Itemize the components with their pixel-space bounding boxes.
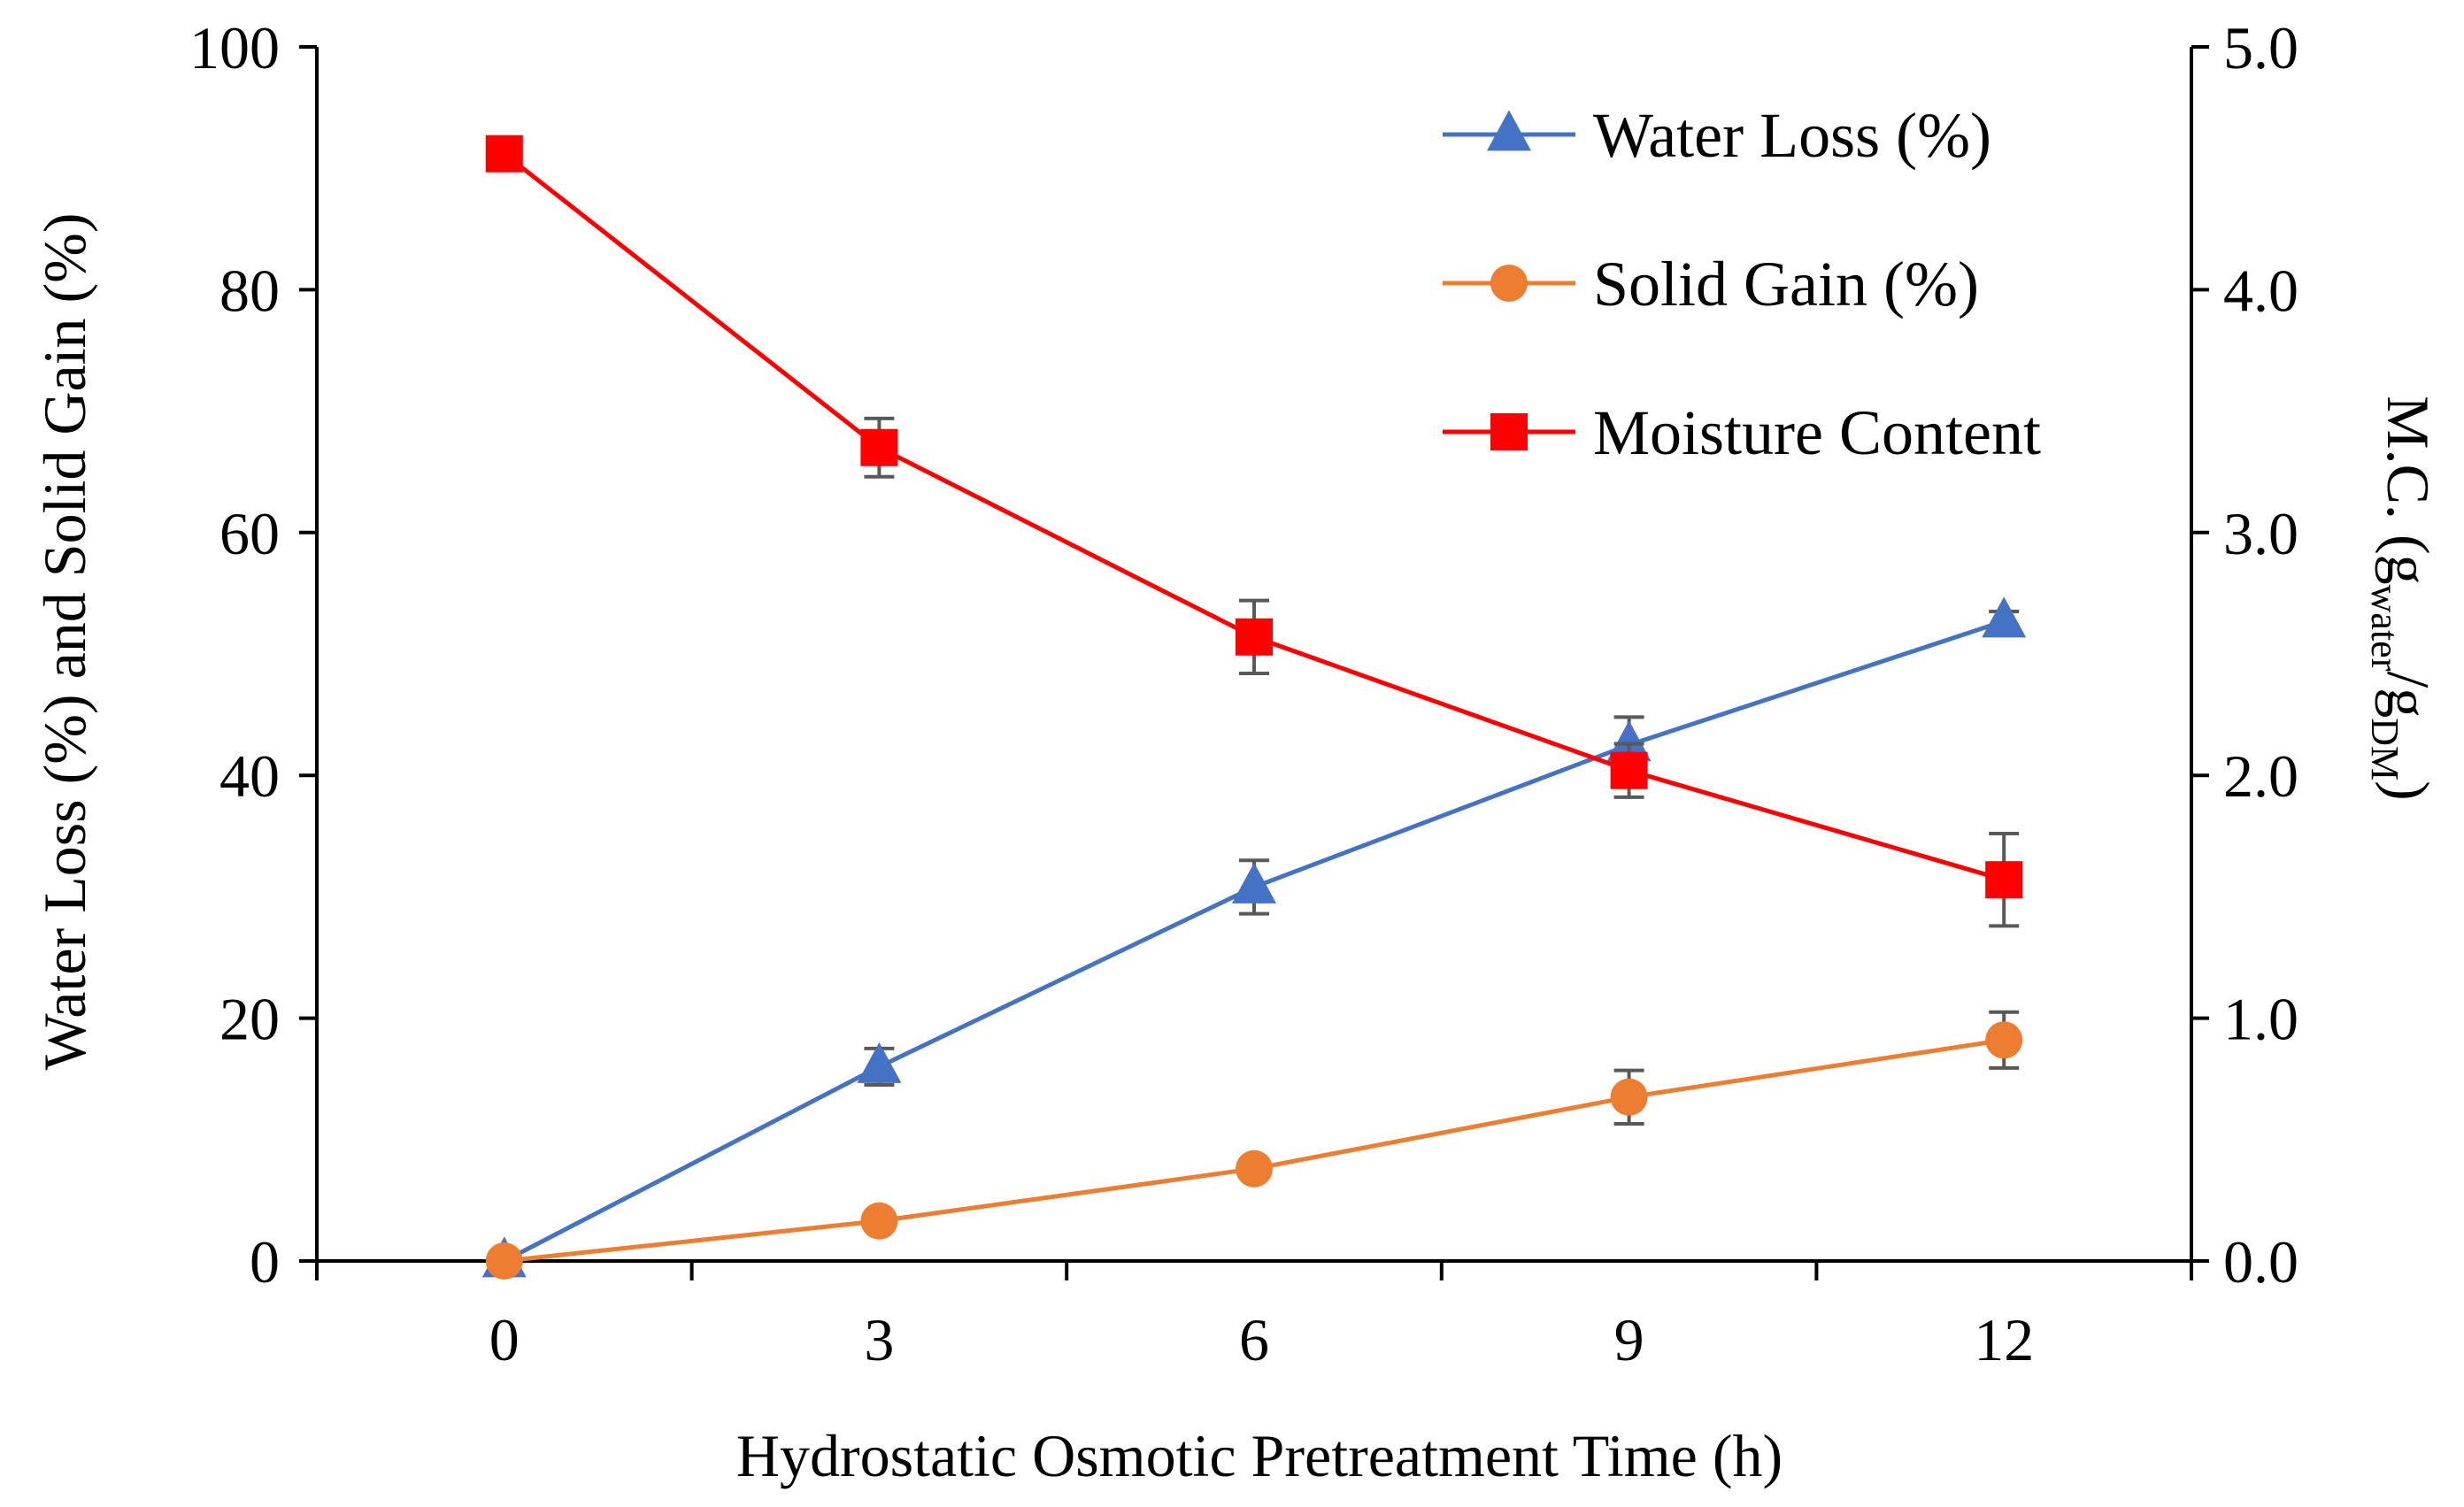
y2-tick-label: 3.0 xyxy=(2223,500,2298,567)
y2-title-close: ) xyxy=(2375,780,2442,801)
x-axis-title: Hydrostatic Osmotic Pretreatment Time (h… xyxy=(736,1422,1783,1489)
y-tick-label: 80 xyxy=(219,257,280,324)
legend-item: Moisture Content xyxy=(1443,397,2041,468)
square-marker xyxy=(1236,618,1273,656)
y2-tick-label: 0.0 xyxy=(2223,1228,2298,1296)
series-water-loss xyxy=(481,596,2027,1278)
circle-marker xyxy=(1985,1021,2023,1059)
triangle-marker xyxy=(857,1042,902,1083)
circle-marker xyxy=(860,1202,898,1240)
x-tick-label: 0 xyxy=(489,1306,520,1373)
square-marker xyxy=(1610,751,1648,789)
legend: Water Loss (%) Solid Gain (%) Moisture Con… xyxy=(1443,100,2041,468)
triangle-marker xyxy=(1606,720,1652,762)
circle-marker xyxy=(485,1242,523,1280)
y-tick-label: 40 xyxy=(219,742,280,810)
y-tick-label: 60 xyxy=(219,500,280,567)
legend-item: Solid Gain (%) xyxy=(1443,249,1979,319)
y-axis-left: 0 20 40 60 80 100 xyxy=(189,14,317,1296)
square-marker xyxy=(485,135,523,173)
y-tick-label: 0 xyxy=(250,1228,280,1296)
series-layer xyxy=(481,135,2027,1280)
series-solid-gain xyxy=(485,1010,2023,1280)
circle-marker xyxy=(1490,265,1528,302)
y-axis-right: 0.0 1.0 2.0 3.0 4.0 5.0 xyxy=(2191,14,2298,1296)
legend-item: Water Loss (%) xyxy=(1443,100,1991,171)
x-tick-label: 6 xyxy=(1239,1306,1269,1373)
y2-tick-label: 5.0 xyxy=(2223,14,2298,81)
triangle-marker xyxy=(1487,110,1531,151)
y2-title-slash: /g xyxy=(2375,671,2442,718)
series-moisture-content xyxy=(485,135,2023,928)
y-tick-label: 20 xyxy=(219,986,280,1053)
y2-tick-label: 4.0 xyxy=(2223,257,2298,324)
x-axis: 0 3 6 9 12 xyxy=(315,1261,2193,1373)
y2-title-main: M.C. (g xyxy=(2375,396,2442,584)
y-axis-title: Water Loss (%) and Solid Gain (%) xyxy=(31,213,98,1071)
circle-marker xyxy=(1236,1149,1273,1188)
square-marker xyxy=(860,428,898,466)
y-tick-label: 100 xyxy=(189,14,280,81)
x-tick-label: 9 xyxy=(1614,1306,1644,1373)
y2-axis-title: M.C. (gwater/gDM) xyxy=(2363,396,2442,801)
y2-tick-label: 2.0 xyxy=(2223,742,2298,810)
y2-title-sub-dm: DM xyxy=(2363,718,2406,780)
y2-title-sub-water: water xyxy=(2363,585,2406,672)
legend-label: Solid Gain (%) xyxy=(1593,249,1979,319)
square-marker xyxy=(1490,413,1528,450)
circle-marker xyxy=(1610,1078,1648,1116)
plot-frame xyxy=(315,47,2193,1263)
triangle-marker xyxy=(1982,596,2027,638)
triangle-marker xyxy=(1232,862,1276,903)
x-tick-label: 12 xyxy=(1974,1306,2034,1373)
legend-label: Moisture Content xyxy=(1593,397,2041,468)
x-tick-label: 3 xyxy=(864,1306,894,1373)
y2-tick-label: 1.0 xyxy=(2223,986,2298,1053)
square-marker xyxy=(1985,861,2023,899)
legend-label: Water Loss (%) xyxy=(1593,100,1991,171)
